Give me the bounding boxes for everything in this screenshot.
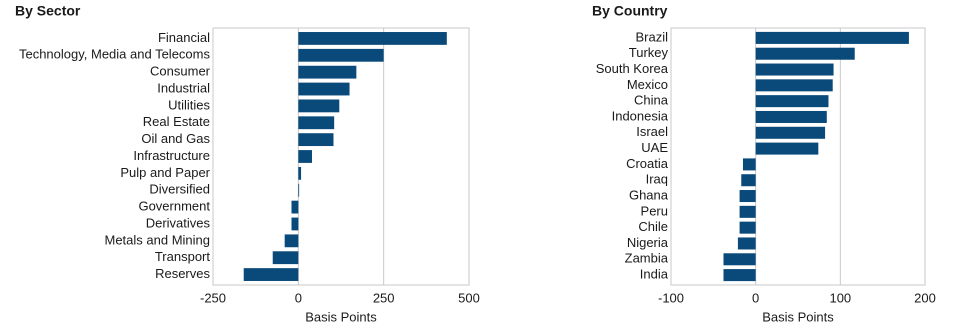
y-tick-label: India bbox=[640, 267, 669, 282]
bar bbox=[742, 158, 756, 171]
bar bbox=[741, 174, 756, 187]
x-tick-label: 200 bbox=[914, 290, 936, 305]
bar bbox=[755, 95, 829, 108]
y-tick-label: Technology, Media and Telecoms bbox=[19, 47, 211, 62]
y-tick-label: Turkey bbox=[629, 45, 669, 60]
bar bbox=[755, 47, 855, 60]
x-tick-label: 0 bbox=[752, 290, 759, 305]
bar bbox=[755, 31, 909, 44]
bar bbox=[298, 133, 334, 147]
y-tick-label: Oil and Gas bbox=[141, 131, 210, 146]
bar bbox=[755, 142, 819, 155]
y-tick-label: Metals and Mining bbox=[105, 232, 211, 247]
bar bbox=[298, 116, 335, 130]
bar bbox=[739, 190, 756, 203]
y-tick-label: Nigeria bbox=[627, 235, 669, 250]
bar bbox=[298, 82, 350, 96]
y-tick-label: Israel bbox=[636, 124, 668, 139]
y-tick-label: Iraq bbox=[646, 172, 668, 187]
x-tick-label: -100 bbox=[658, 290, 684, 305]
bar bbox=[291, 217, 299, 231]
y-tick-label: China bbox=[634, 93, 669, 108]
y-tick-label: Ghana bbox=[629, 187, 669, 202]
y-tick-label: Financial bbox=[158, 30, 210, 45]
x-tick-label: 500 bbox=[458, 290, 480, 305]
y-tick-label: Peru bbox=[641, 203, 668, 218]
y-tick-label: Transport bbox=[155, 249, 211, 264]
bar bbox=[755, 126, 826, 139]
y-tick-label: Indonesia bbox=[612, 108, 669, 123]
bar bbox=[298, 32, 447, 45]
x-axis-label: Basis Points bbox=[762, 309, 834, 324]
bar bbox=[755, 79, 833, 92]
x-tick-label: 100 bbox=[829, 290, 851, 305]
x-tick-label: 0 bbox=[295, 290, 302, 305]
x-tick-label: -250 bbox=[200, 290, 226, 305]
bar bbox=[243, 268, 299, 281]
y-tick-label: Brazil bbox=[635, 29, 668, 44]
bar bbox=[298, 150, 312, 163]
y-tick-label: Zambia bbox=[625, 251, 669, 266]
y-tick-label: Derivatives bbox=[146, 215, 211, 230]
y-tick-label: Croatia bbox=[626, 156, 669, 171]
bar bbox=[739, 221, 756, 234]
y-tick-label: Consumer bbox=[150, 64, 211, 79]
bar bbox=[272, 251, 299, 265]
bar bbox=[739, 205, 756, 218]
y-tick-label: Utilities bbox=[168, 97, 210, 112]
bar bbox=[291, 200, 299, 214]
bar bbox=[737, 237, 756, 250]
bar bbox=[723, 253, 756, 266]
chart-title: By Sector bbox=[15, 3, 81, 19]
bar bbox=[723, 269, 756, 282]
y-tick-label: UAE bbox=[641, 140, 668, 155]
bar bbox=[284, 234, 299, 248]
bar bbox=[298, 48, 384, 62]
y-tick-label: Chile bbox=[638, 219, 668, 234]
x-tick-label: 250 bbox=[373, 290, 395, 305]
bar bbox=[298, 166, 302, 180]
bar bbox=[755, 110, 827, 123]
y-tick-label: Pulp and Paper bbox=[120, 165, 210, 180]
x-axis-label: Basis Points bbox=[305, 309, 377, 324]
bar bbox=[298, 183, 300, 197]
bar bbox=[298, 99, 340, 113]
bar bbox=[755, 63, 834, 76]
chart-title: By Country bbox=[592, 3, 668, 19]
y-tick-label: Industrial bbox=[157, 80, 210, 95]
y-tick-label: Mexico bbox=[627, 77, 668, 92]
y-tick-label: Government bbox=[138, 199, 210, 214]
y-tick-label: Diversified bbox=[149, 182, 210, 197]
y-tick-label: Infrastructure bbox=[133, 148, 210, 163]
bar bbox=[298, 65, 357, 79]
y-tick-label: Real Estate bbox=[143, 114, 210, 129]
y-tick-label: South Korea bbox=[596, 61, 669, 76]
y-tick-label: Reserves bbox=[155, 266, 210, 281]
